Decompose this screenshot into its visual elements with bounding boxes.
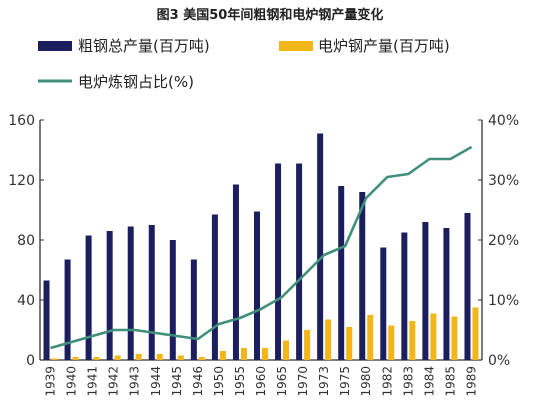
bar-eaf-steel xyxy=(451,316,458,360)
legend-swatch-crude-steel xyxy=(38,41,72,51)
tick-labels: 0 40 80 120 160 0% 10% 20% 30% 40% 1939 1940 1941 194… xyxy=(8,113,519,397)
y-left-tick-label: 80 xyxy=(17,233,35,249)
bar-eaf-steel xyxy=(409,321,416,360)
bar-crude-steel xyxy=(422,222,429,360)
bar-eaf-steel xyxy=(304,330,311,360)
bar-crude-steel xyxy=(106,231,113,360)
bar-eaf-steel xyxy=(198,357,205,360)
chart-title: 图3 美国50年间粗钢和电炉钢产量变化 xyxy=(157,7,384,23)
x-tick-label: 1970 xyxy=(296,366,310,397)
bar-crude-steel xyxy=(64,259,71,360)
bar-eaf-steel xyxy=(177,355,184,360)
x-tick-label: 1982 xyxy=(380,366,394,397)
x-tick-label: 1950 xyxy=(212,366,226,397)
y-right-tick-label: 10% xyxy=(488,293,519,309)
legend-label-crude-steel: 粗钢总产量(百万吨) xyxy=(78,37,210,55)
bar-eaf-steel xyxy=(114,355,121,360)
x-tick-label: 1945 xyxy=(170,366,184,397)
bar-eaf-steel xyxy=(219,351,226,360)
bar-crude-steel xyxy=(232,184,239,360)
x-tick-label: 1944 xyxy=(149,366,163,397)
bar-crude-steel xyxy=(380,247,387,360)
bar-crude-steel xyxy=(317,133,324,360)
bar-crude-steel xyxy=(211,214,218,360)
bar-eaf-steel xyxy=(346,327,353,360)
bar-eaf-steel xyxy=(388,325,395,360)
y-right-tick-label: 20% xyxy=(488,233,519,249)
bar-eaf-steel xyxy=(472,307,479,360)
bar-crude-steel xyxy=(401,232,408,360)
x-tick-label: 1975 xyxy=(338,366,352,397)
bar-crude-steel xyxy=(275,163,282,360)
x-tick-label: 1984 xyxy=(422,366,436,397)
bar-eaf-steel xyxy=(240,348,247,360)
y-right-tick-label: 40% xyxy=(488,113,519,129)
bar-crude-steel xyxy=(359,192,366,360)
x-tick-label: 1985 xyxy=(443,366,457,397)
x-tick-label: 1943 xyxy=(128,366,142,397)
bar-eaf-steel xyxy=(135,354,142,360)
bar-crude-steel xyxy=(254,211,260,360)
legend-label-eaf-steel: 电炉钢产量(百万吨) xyxy=(318,37,450,55)
bar-crude-steel xyxy=(148,225,155,360)
y-left-tick-label: 40 xyxy=(17,293,35,309)
bar-eaf-steel xyxy=(72,357,79,360)
legend-label-eaf-share: 电炉炼钢占比(%) xyxy=(78,73,194,91)
bar-eaf-steel xyxy=(93,357,100,360)
x-tick-label: 1940 xyxy=(65,366,79,397)
bar-eaf-steel xyxy=(283,340,290,360)
x-tick-label: 1980 xyxy=(359,366,373,397)
bar-crude-steel xyxy=(43,280,50,360)
y-right-tick-label: 0% xyxy=(488,353,510,369)
legend: 粗钢总产量(百万吨) 电炉钢产量(百万吨) 电炉炼钢占比(%) xyxy=(38,37,450,91)
y-left-tick-label: 160 xyxy=(8,113,35,129)
bar-eaf-steel xyxy=(156,354,163,360)
x-tick-label: 1989 xyxy=(464,366,478,397)
x-tick-label: 1939 xyxy=(44,366,58,397)
bar-crude-steel xyxy=(464,213,471,360)
legend-swatch-eaf-steel xyxy=(279,41,313,51)
bar-crude-steel xyxy=(190,259,197,360)
x-tick-label: 1942 xyxy=(107,366,121,397)
x-tick-label: 1973 xyxy=(317,366,331,397)
y-left-tick-label: 120 xyxy=(8,173,35,189)
lines xyxy=(50,145,473,350)
bar-eaf-steel xyxy=(430,313,437,360)
line-eaf-share xyxy=(50,145,473,350)
x-tick-label: 1946 xyxy=(191,366,205,397)
bar-eaf-steel xyxy=(262,348,268,360)
bar-eaf-steel xyxy=(367,315,374,360)
bar-crude-steel xyxy=(338,186,345,360)
x-tick-label: 1955 xyxy=(233,366,247,397)
x-tick-label: 1960 xyxy=(254,366,268,397)
axes xyxy=(39,119,483,361)
x-tick-label: 1965 xyxy=(275,366,289,397)
x-tick-label: 1941 xyxy=(86,366,100,397)
bar-crude-steel xyxy=(127,226,134,360)
bar-crude-steel xyxy=(296,163,303,360)
y-right-tick-label: 30% xyxy=(488,173,519,189)
y-left-tick-label: 0 xyxy=(26,353,35,369)
bar-crude-steel xyxy=(169,240,176,360)
x-tick-label: 1983 xyxy=(401,366,415,397)
bar-eaf-steel xyxy=(325,319,332,360)
bar-crude-steel xyxy=(85,235,92,360)
bars xyxy=(43,133,479,360)
bar-crude-steel xyxy=(443,228,450,360)
bar-eaf-steel xyxy=(51,358,58,360)
